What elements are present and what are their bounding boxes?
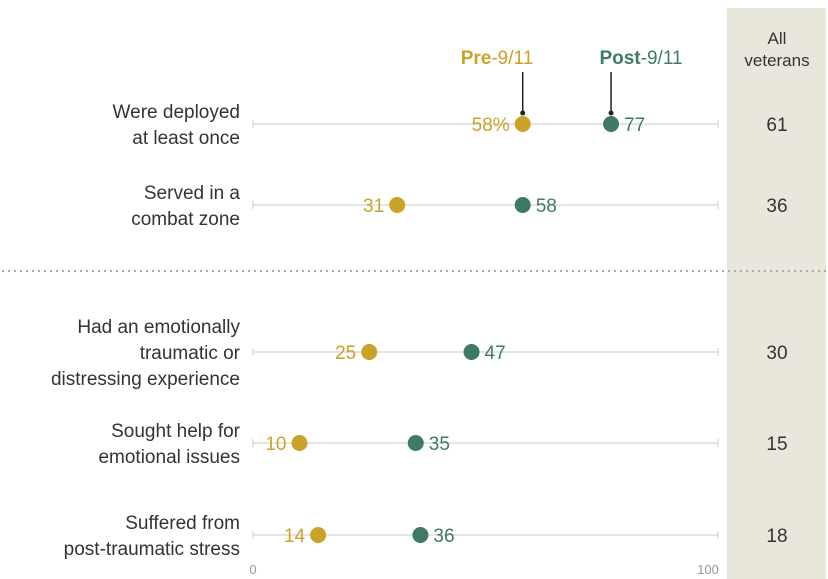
post-dot (603, 116, 620, 132)
post-value-label: 36 (433, 526, 454, 547)
pre-value-label: 14 (284, 526, 306, 547)
pre-value-label: 10 (265, 434, 286, 455)
post-value-label: 58 (536, 196, 557, 217)
category-label: post-traumatic stress (64, 539, 240, 560)
x-tick-min: 0 (249, 562, 256, 577)
post-dot (412, 527, 429, 543)
all-veterans-value: 15 (766, 434, 787, 455)
post-value-label: 35 (429, 434, 450, 455)
pre-value-label: 31 (363, 196, 384, 217)
post-value-label: 77 (624, 115, 645, 136)
legend-leader-post-end (608, 110, 614, 116)
category-row-4: Sought help for emotional issues 10 35 15 (98, 421, 787, 468)
category-row-5: Suffered from post-traumatic stress 14 36 18 (64, 513, 788, 560)
legend-post-rest: -9/11 (641, 48, 683, 69)
category-label: Sought help for (111, 421, 241, 442)
legend-leader-pre-end (520, 110, 526, 116)
post-dot (463, 344, 480, 360)
pre-value-label: 25 (335, 343, 356, 364)
category-label: traumatic or (140, 343, 241, 364)
pre-dot (361, 344, 378, 360)
all-veterans-header-line-1: All (768, 29, 787, 48)
pre-dot (291, 435, 308, 451)
category-label: at least once (132, 128, 240, 149)
all-veterans-header-line-2: veterans (744, 51, 809, 70)
post-dot (407, 435, 424, 451)
pre-dot (514, 116, 531, 132)
pre-dot (389, 197, 406, 213)
chart-rows: Were deployed at least once 58% 77 61 Served … (51, 72, 788, 560)
category-row-3: Had an emotionally traumatic or distressin… (51, 317, 788, 390)
category-label: Served in a (144, 183, 241, 204)
category-label: emotional issues (98, 447, 240, 468)
category-label: Had an emotionally (77, 317, 240, 338)
pre-dot (310, 527, 327, 543)
all-veterans-value: 30 (766, 343, 787, 364)
category-label: distressing experience (51, 369, 240, 390)
post-value-label: 47 (485, 343, 506, 364)
legend-pre-bold: Pre (461, 48, 492, 69)
category-row-1: Were deployed at least once 58% 77 61 (113, 72, 788, 149)
legend-pre-rest: -9/11 (491, 48, 533, 69)
category-label: Were deployed (113, 102, 240, 123)
all-veterans-value: 36 (766, 196, 787, 217)
legend-pre: Pre-9/11 (461, 48, 534, 69)
category-label: Suffered from (125, 513, 240, 534)
pre-value-label: 58% (472, 115, 510, 136)
all-veterans-value: 18 (766, 526, 787, 547)
legend-post-bold: Post (599, 48, 641, 69)
category-row-2: Served in a combat zone 31 58 36 (131, 183, 787, 230)
legend-post: Post-9/11 (599, 48, 682, 69)
all-veterans-panel (727, 8, 826, 579)
category-label: combat zone (131, 209, 240, 230)
x-tick-max: 100 (697, 562, 719, 577)
all-veterans-value: 61 (766, 115, 787, 136)
post-dot (514, 197, 531, 213)
